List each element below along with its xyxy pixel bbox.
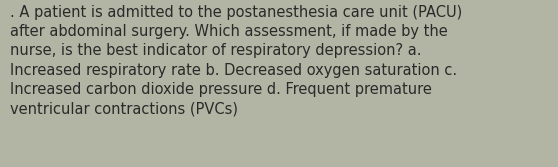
Text: . A patient is admitted to the postanesthesia care unit (PACU)
after abdominal s: . A patient is admitted to the postanest…: [10, 5, 462, 116]
